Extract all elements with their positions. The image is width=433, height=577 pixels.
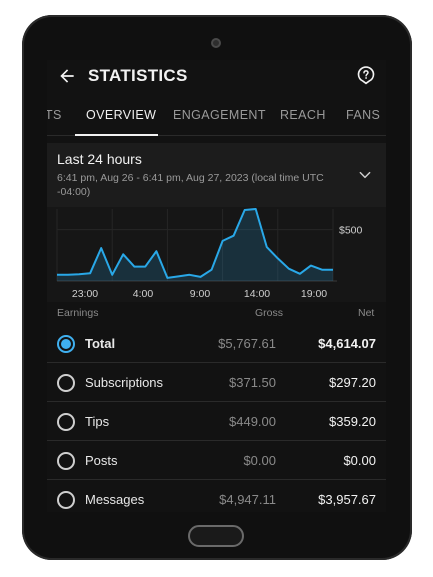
row-gross-value: $449.00 [229,414,276,429]
earnings-column-header: Earnings [57,307,99,319]
radio-button[interactable] [57,374,75,392]
earnings-chart: $500 23:00 4:00 9:00 14:00 19:00 [47,207,386,302]
radio-button[interactable] [57,335,75,353]
row-net-value: $4,614.07 [318,336,376,351]
earnings-row-tips[interactable]: Tips $449.00 $359.20 [47,402,386,441]
tab-reach[interactable]: REACH [280,108,326,122]
tab-engagement[interactable]: ENGAGEMENT [173,108,266,122]
row-label: Total [85,336,116,351]
net-column-header: Net [358,307,375,319]
chevron-down-icon[interactable] [357,167,373,183]
row-label: Posts [85,453,118,468]
row-label: Messages [85,492,145,507]
row-net-value: $359.20 [329,414,376,429]
range-subtitle: 6:41 pm, Aug 26 - 6:41 pm, Aug 27, 2023 … [57,172,324,198]
earnings-row-posts[interactable]: Posts $0.00 $0.00 [47,441,386,480]
tab-bar: TS OVERVIEW ENGAGEMENT REACH FANS [47,100,386,136]
row-gross-value: $371.50 [229,375,276,390]
active-tab-indicator [75,134,158,136]
earnings-row-total[interactable]: Total $5,767.61 $4,614.07 [47,324,386,363]
gross-column-header: Gross [255,307,284,319]
earnings-chart-svg: $500 23:00 4:00 9:00 14:00 19:00 [56,208,363,300]
row-gross-value: $0.00 [243,453,276,468]
range-title: Last 24 hours [57,151,142,167]
date-range-selector[interactable]: Last 24 hours 6:41 pm, Aug 26 - 6:41 pm,… [47,143,386,207]
x-tick-label: 9:00 [190,288,211,300]
home-button[interactable] [188,525,244,547]
earnings-row-subscriptions[interactable]: Subscriptions $371.50 $297.20 [47,363,386,402]
x-tick-label: 14:00 [244,288,270,300]
earnings-area [57,209,333,281]
row-label: Tips [85,414,110,429]
radio-button[interactable] [57,413,75,431]
tab-statements[interactable]: TS [47,108,62,122]
camera-icon [211,38,221,48]
row-net-value: $297.20 [329,375,376,390]
app-bar: STATISTICS [47,60,386,92]
row-net-value: $3,957.67 [318,492,376,507]
help-icon[interactable] [356,65,376,85]
row-net-value: $0.00 [343,453,376,468]
tab-overview[interactable]: OVERVIEW [86,108,157,122]
back-arrow-icon[interactable] [57,66,77,86]
earnings-row-messages[interactable]: Messages $4,947.11 $3,957.67 [47,480,386,512]
row-label: Subscriptions [85,375,164,390]
row-gross-value: $5,767.61 [218,336,276,351]
app-screen: STATISTICS TS OVERVIEW ENGAGEMENT REACH … [47,60,386,512]
x-tick-label: 23:00 [72,288,98,300]
page-title: STATISTICS [88,66,188,85]
row-gross-value: $4,947.11 [219,492,276,507]
x-tick-label: 19:00 [301,288,327,300]
radio-button[interactable] [57,491,75,509]
y-tick-label: $500 [339,225,363,237]
x-tick-label: 4:00 [133,288,154,300]
radio-button[interactable] [57,452,75,470]
tab-fans[interactable]: FANS [346,108,381,122]
earnings-line [57,208,333,279]
